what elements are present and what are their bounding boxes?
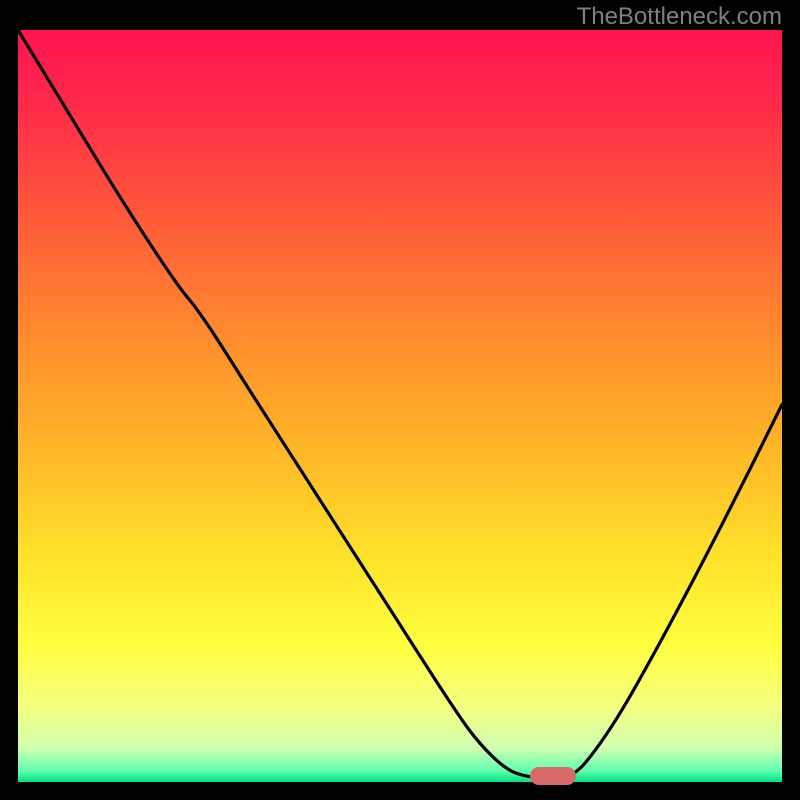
curve-path	[18, 30, 782, 778]
watermark-text: TheBottleneck.com	[577, 3, 782, 31]
chart-frame: TheBottleneck.com	[0, 0, 800, 800]
optimal-marker	[530, 767, 576, 785]
bottleneck-curve	[18, 30, 782, 782]
plot-area	[18, 30, 782, 782]
